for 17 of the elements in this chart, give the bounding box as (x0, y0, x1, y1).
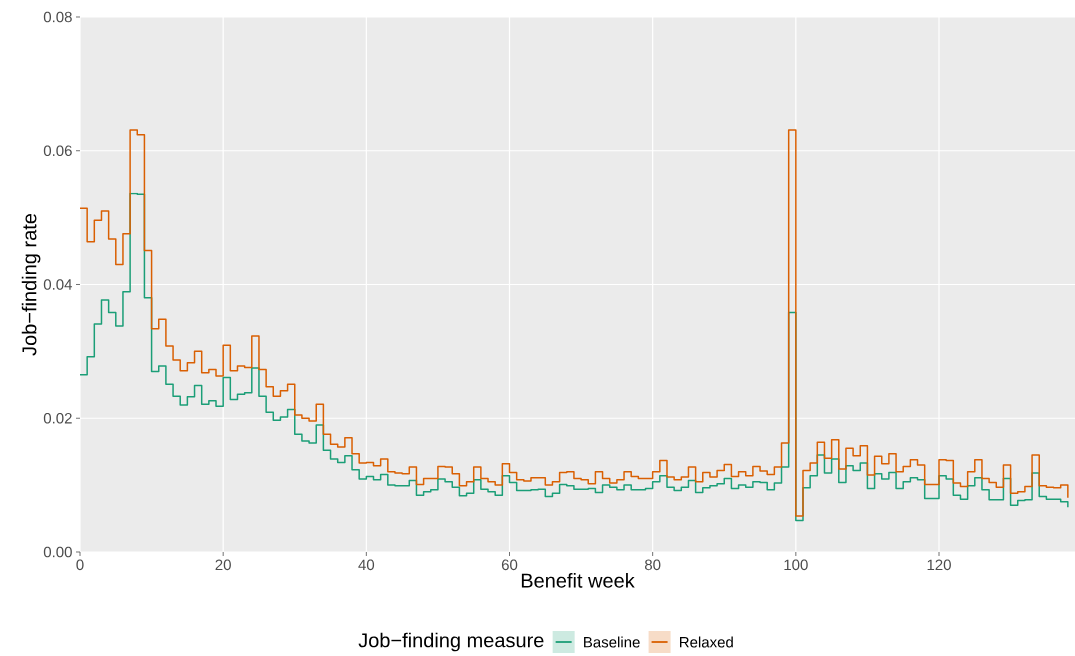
y-tick-label: 0.00 (43, 546, 72, 558)
y-axis-title: Job−finding rate (21, 213, 41, 356)
legend-label: Baseline (584, 636, 640, 648)
x-tick-label: 40 (358, 559, 375, 571)
x-tick-label: 100 (784, 559, 808, 571)
legend-title: Job−finding measure (358, 632, 544, 652)
y-tick-label: 0.08 (43, 11, 72, 23)
x-tick-label: 60 (501, 559, 518, 571)
y-tick-label: 0.02 (43, 412, 72, 424)
x-axis-title: Benefit week (521, 573, 635, 588)
legend-label: Relaxed (680, 636, 733, 648)
x-tick-label: 80 (644, 559, 661, 571)
x-tick-label: 0 (76, 559, 84, 571)
y-tick-label: 0.04 (43, 279, 73, 290)
x-tick-label: 120 (927, 559, 951, 571)
y-tick-label: 0.06 (43, 145, 72, 157)
x-tick-label: 20 (215, 559, 231, 571)
